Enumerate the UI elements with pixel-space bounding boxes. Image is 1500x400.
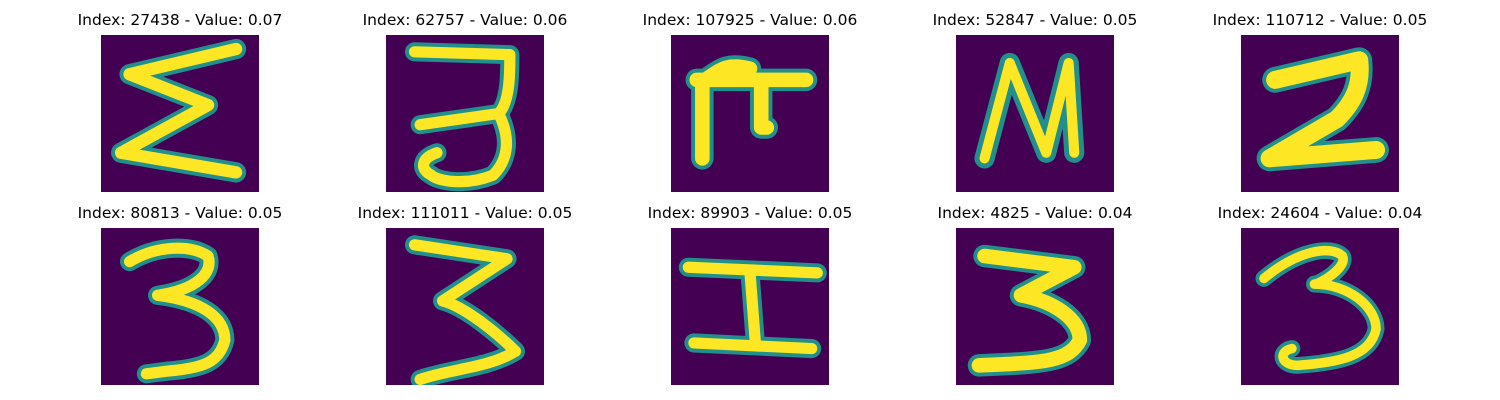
image-tile: Index: 62757 - Value: 0.06 bbox=[295, 8, 635, 192]
glyph-drawing bbox=[405, 42, 520, 192]
image-tile: Index: 27438 - Value: 0.07 bbox=[10, 8, 350, 192]
glyph-image bbox=[956, 35, 1114, 192]
glyph-drawing bbox=[685, 55, 818, 170]
tile-title: Index: 110712 - Value: 0.05 bbox=[1212, 11, 1428, 29]
glyph-image bbox=[1241, 35, 1399, 192]
image-tile: Index: 4825 - Value: 0.04 bbox=[865, 201, 1205, 385]
tile-title: Index: 62757 - Value: 0.06 bbox=[362, 11, 568, 29]
image-tile: Index: 111011 - Value: 0.05 bbox=[295, 201, 635, 385]
glyph-image bbox=[671, 228, 829, 385]
glyph-image bbox=[1241, 228, 1399, 385]
image-tile: Index: 89903 - Value: 0.05 bbox=[580, 201, 920, 385]
glyph-drawing bbox=[678, 257, 827, 359]
glyph-drawing bbox=[405, 235, 525, 385]
glyph-drawing bbox=[1256, 47, 1389, 172]
glyph-image bbox=[101, 228, 259, 385]
image-tile: Index: 110712 - Value: 0.05 bbox=[1150, 8, 1490, 192]
glyph-image bbox=[386, 35, 544, 192]
tile-title: Index: 27438 - Value: 0.07 bbox=[77, 11, 283, 29]
image-tile: Index: 107925 - Value: 0.06 bbox=[580, 8, 920, 192]
tile-title: Index: 111011 - Value: 0.05 bbox=[357, 204, 573, 222]
tile-title: Index: 89903 - Value: 0.05 bbox=[647, 204, 853, 222]
glyph-drawing bbox=[1255, 242, 1385, 374]
tile-title: Index: 24604 - Value: 0.04 bbox=[1217, 204, 1423, 222]
tile-title: Index: 52847 - Value: 0.05 bbox=[932, 11, 1138, 29]
glyph-image bbox=[101, 35, 259, 192]
glyph-image bbox=[956, 228, 1114, 385]
tile-title: Index: 107925 - Value: 0.06 bbox=[642, 11, 858, 29]
glyph-image bbox=[386, 228, 544, 385]
glyph-drawing bbox=[111, 38, 247, 183]
glyph-drawing bbox=[120, 238, 235, 384]
glyph-drawing bbox=[967, 244, 1092, 377]
glyph-image bbox=[671, 35, 829, 192]
image-tile: Index: 24604 - Value: 0.04 bbox=[1150, 201, 1490, 385]
image-tile: Index: 52847 - Value: 0.05 bbox=[865, 8, 1205, 192]
tile-title: Index: 4825 - Value: 0.04 bbox=[937, 204, 1133, 222]
glyph-drawing bbox=[974, 52, 1085, 169]
image-tile: Index: 80813 - Value: 0.05 bbox=[10, 201, 350, 385]
tile-title: Index: 80813 - Value: 0.05 bbox=[77, 204, 283, 222]
